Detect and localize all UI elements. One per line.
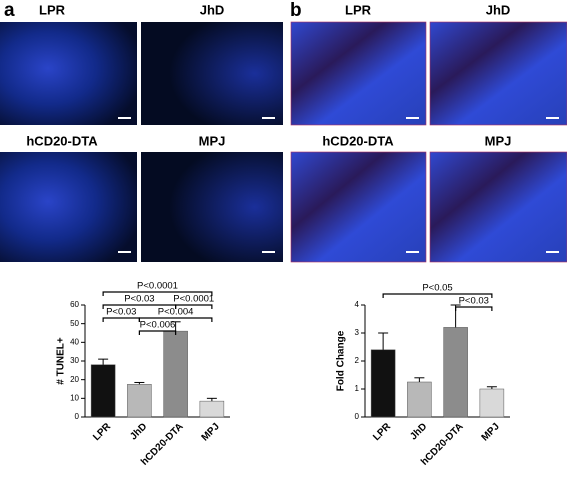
image-label: hCD20-DTA	[322, 133, 394, 148]
bar	[407, 381, 432, 418]
comparison-label: P<0.03	[124, 294, 154, 305]
bracket-line	[102, 291, 213, 296]
comparison-bracket	[102, 291, 213, 296]
x-tick-label: LPR	[371, 421, 393, 443]
y-tick-label: 10	[70, 393, 79, 402]
bar	[370, 349, 396, 418]
x-tick-label: JhD	[408, 421, 429, 442]
bar	[163, 330, 188, 418]
y-tick-label: 4	[355, 300, 360, 309]
y-tick-label: 20	[70, 375, 79, 384]
comparison-label: P<0.006	[140, 320, 176, 331]
comparison-bracket	[138, 330, 177, 335]
x-tick-label: LPR	[91, 421, 113, 443]
bracket-line	[138, 317, 213, 322]
x-tick-label: MPJ	[200, 421, 222, 443]
image-label: hCD20-DTA	[26, 133, 98, 148]
panel-letter: b	[290, 0, 302, 21]
comparison-bracket	[102, 317, 140, 322]
comparison-bracket	[382, 293, 493, 298]
y-axis-label: Fold Change	[336, 330, 347, 391]
comparison-bracket	[138, 317, 213, 322]
image-label: LPR	[39, 2, 66, 17]
comparison-bracket	[455, 306, 493, 311]
comparison-label: P<0.03	[459, 296, 489, 307]
bracket-line	[382, 293, 493, 298]
error-bar	[98, 358, 109, 365]
y-tick-label: 30	[70, 356, 79, 365]
image-label: MPJ	[485, 133, 512, 148]
micrograph	[141, 152, 283, 262]
micrograph-grid	[290, 21, 567, 263]
panel-letter: a	[4, 0, 15, 21]
micrograph	[429, 151, 567, 263]
y-tick-label: 1	[355, 384, 360, 393]
micrograph	[290, 21, 427, 126]
micrograph	[429, 21, 567, 126]
bar	[127, 384, 152, 418]
bracket-line	[102, 317, 140, 322]
bar	[90, 364, 116, 418]
y-tick-label: 3	[355, 328, 360, 337]
x-tick-label: MPJ	[480, 421, 502, 443]
y-tick-label: 0	[75, 412, 80, 421]
error-bar	[206, 397, 217, 402]
comparison-label: P<0.05	[422, 283, 452, 294]
micrograph	[141, 22, 283, 125]
y-axis-label: # TUNEL+	[56, 337, 67, 385]
comparison-label: P<0.0001	[173, 294, 214, 305]
x-tick-label: JhD	[128, 421, 149, 442]
bar	[199, 400, 225, 418]
error-bar	[378, 332, 389, 350]
y-tick-label: 40	[70, 337, 79, 346]
micrograph	[0, 152, 137, 262]
y-tick-label: 0	[355, 412, 360, 421]
micrograph-grid	[0, 22, 283, 262]
image-label: MPJ	[199, 133, 226, 148]
y-tick-label: 60	[70, 300, 79, 309]
micrograph	[290, 151, 427, 263]
error-bar	[134, 381, 145, 385]
image-label: LPR	[345, 2, 372, 17]
y-tick-label: 2	[355, 356, 360, 365]
error-bar	[170, 321, 181, 332]
image-label: JhD	[486, 2, 511, 17]
error-bar	[414, 377, 425, 382]
y-tick-label: 50	[70, 319, 79, 328]
bracket-line	[455, 306, 493, 311]
bar	[443, 327, 468, 418]
bar	[479, 388, 505, 418]
bracket-line	[175, 304, 213, 309]
comparison-label: P<0.0001	[137, 281, 178, 292]
comparison-label: P<0.03	[106, 307, 136, 318]
micrograph	[0, 22, 137, 125]
comparison-label: P<0.004	[158, 307, 194, 318]
error-bar	[486, 386, 497, 389]
image-label: JhD	[200, 2, 225, 17]
comparison-bracket	[175, 304, 213, 309]
bracket-line	[138, 330, 177, 335]
